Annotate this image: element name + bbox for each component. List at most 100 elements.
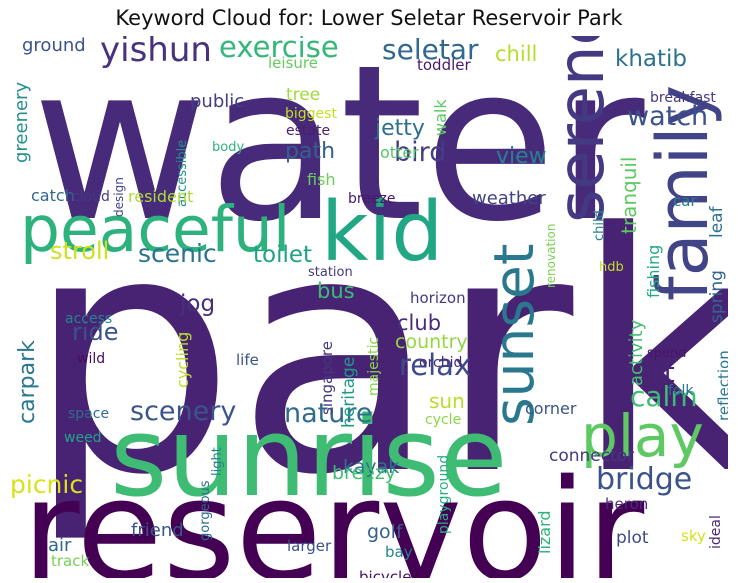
word-stroll: stroll [50, 237, 109, 265]
word-family: family [642, 85, 724, 301]
word-watch: watch [627, 101, 708, 132]
word-lizard: lizard [535, 510, 554, 554]
word-seletar: seletar [382, 36, 479, 66]
word-folk: folk [668, 383, 694, 399]
word-majestic: majestic [366, 337, 382, 396]
word-toilet: toilet [253, 242, 312, 268]
word-weed: weed [64, 430, 102, 446]
word-walk: walk [431, 99, 450, 136]
word-larger: larger [287, 537, 332, 555]
word-club: club [397, 311, 441, 335]
word-tranquil: tranquil [617, 157, 641, 234]
word-singapore: singapore [318, 341, 336, 415]
word-sky: sky [681, 527, 706, 545]
word-spend: spend [647, 346, 687, 361]
word-breezy: breezy [332, 462, 396, 484]
word-renovation: renovation [544, 224, 558, 288]
word-scenic: scenic [138, 239, 217, 268]
word-khatib: khatib [615, 46, 687, 72]
word-station: station [308, 265, 353, 280]
word-jetty: jetty [374, 116, 425, 141]
word-accessible: accessible [175, 140, 190, 207]
word-cycle: cycle [425, 412, 461, 428]
word-bridge: bridge [596, 462, 692, 497]
word-picnic: picnic [10, 470, 83, 499]
word-sunset: sunset [482, 244, 546, 426]
word-view: view [496, 144, 547, 169]
word-heritage: heritage [339, 357, 359, 428]
word-calm: calm [630, 380, 698, 413]
word-jog: jog [179, 291, 215, 317]
word-mrt: mrt [625, 356, 675, 389]
word-toddler: toddler [417, 56, 471, 74]
word-track: track [51, 552, 89, 570]
word-design: design [112, 177, 126, 217]
word-leaf: leaf [707, 205, 727, 238]
word-gorgeous: gorgeous [198, 480, 213, 541]
word-life: life [236, 351, 259, 369]
word-scenery: scenery [130, 396, 236, 427]
chart-title: Keyword Cloud for: Lower Seletar Reservo… [115, 6, 623, 30]
word-kid: kid [321, 185, 443, 280]
word-kayak: kayak [343, 456, 399, 478]
word-child: child [592, 210, 607, 241]
word-sunrise: sunrise [110, 393, 508, 521]
word-car: car [673, 192, 697, 210]
word-breeze: breeze [348, 191, 396, 207]
word-cloud: cloud [72, 189, 110, 205]
word-estate: estate [286, 123, 330, 139]
word-access: access [65, 311, 112, 327]
word-nature: nature [284, 398, 372, 429]
word-hdb: hdb [599, 260, 624, 275]
word-yishun: yishun [100, 36, 212, 70]
word-bird: bird [394, 137, 446, 168]
word-bus: bus [317, 279, 355, 303]
word-greenery: greenery [11, 82, 32, 163]
word-activity: activity [626, 319, 647, 386]
word-air: air [48, 535, 72, 556]
word-carpark: carpark [15, 340, 40, 424]
word-fish: fish [307, 170, 336, 189]
word-weather: weather [472, 188, 546, 209]
word-water: water [32, 36, 645, 269]
word-sun: sun [429, 389, 465, 413]
word-serene: serene [545, 36, 619, 223]
word-exercise: exercise [219, 36, 339, 64]
word-bay: bay [385, 543, 413, 561]
word-catch: catch [31, 186, 75, 205]
word-tree: tree [286, 85, 320, 105]
word-horizon: horizon [410, 289, 466, 307]
word-friend: friend [131, 520, 184, 541]
word-relax: relax [399, 348, 471, 382]
word-golf: golf [367, 521, 404, 543]
word-plot: plot [616, 528, 649, 548]
word-chill: chill [495, 42, 537, 66]
word-public: public [190, 91, 244, 112]
word-fishing: fishing [644, 245, 663, 298]
word-path: path [285, 139, 335, 164]
word-ride: ride [72, 318, 119, 346]
word-reflection: reflection [715, 350, 728, 421]
word-resident: resident [128, 187, 193, 206]
word-otter: otter [380, 143, 419, 162]
word-reservoir: reservoir [22, 450, 645, 578]
word-bicycle: bicycle [359, 568, 411, 578]
word-biggest: biggest [285, 106, 337, 122]
word-leisure: leisure [268, 54, 318, 72]
word-orchid: orchid [419, 355, 462, 371]
word-breakfast: breakfast [650, 90, 716, 106]
word-country: country [395, 331, 468, 353]
word-ideal: ideal [708, 515, 724, 549]
word-heron: heron [605, 495, 648, 513]
word-space: space [68, 406, 109, 422]
word-peaceful: peaceful [20, 193, 290, 266]
word-park: park [26, 163, 728, 547]
word-ground: ground [22, 36, 86, 56]
word-playground: playground [436, 455, 452, 534]
word-corner: corner [525, 399, 577, 418]
word-wild: wild [77, 351, 105, 367]
word-body: body [212, 140, 244, 155]
word-connector: connector [549, 446, 634, 466]
word-spring: spring [707, 270, 727, 323]
